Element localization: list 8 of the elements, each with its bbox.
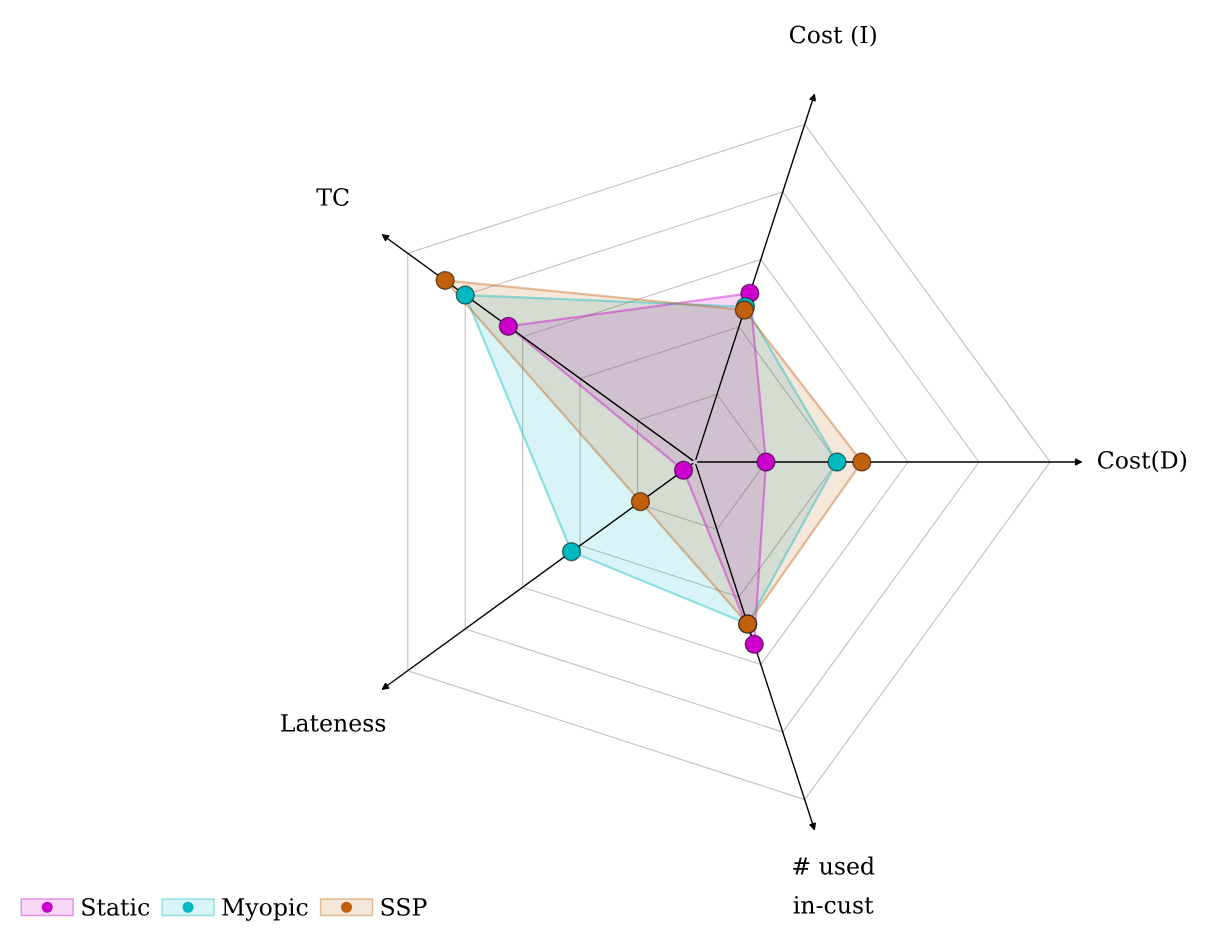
spoke-label: # used in-cust (793, 856, 875, 914)
legend-label: Static (82, 897, 150, 916)
spoke-label: TC (316, 188, 349, 206)
spoke-label: Cost(D) (1098, 450, 1187, 473)
spoke-label: Lateness (281, 714, 386, 732)
spoke-label: Cost (I) (789, 25, 876, 47)
legend-label: Myopic (222, 898, 308, 921)
legend-label: SSP (381, 897, 427, 916)
